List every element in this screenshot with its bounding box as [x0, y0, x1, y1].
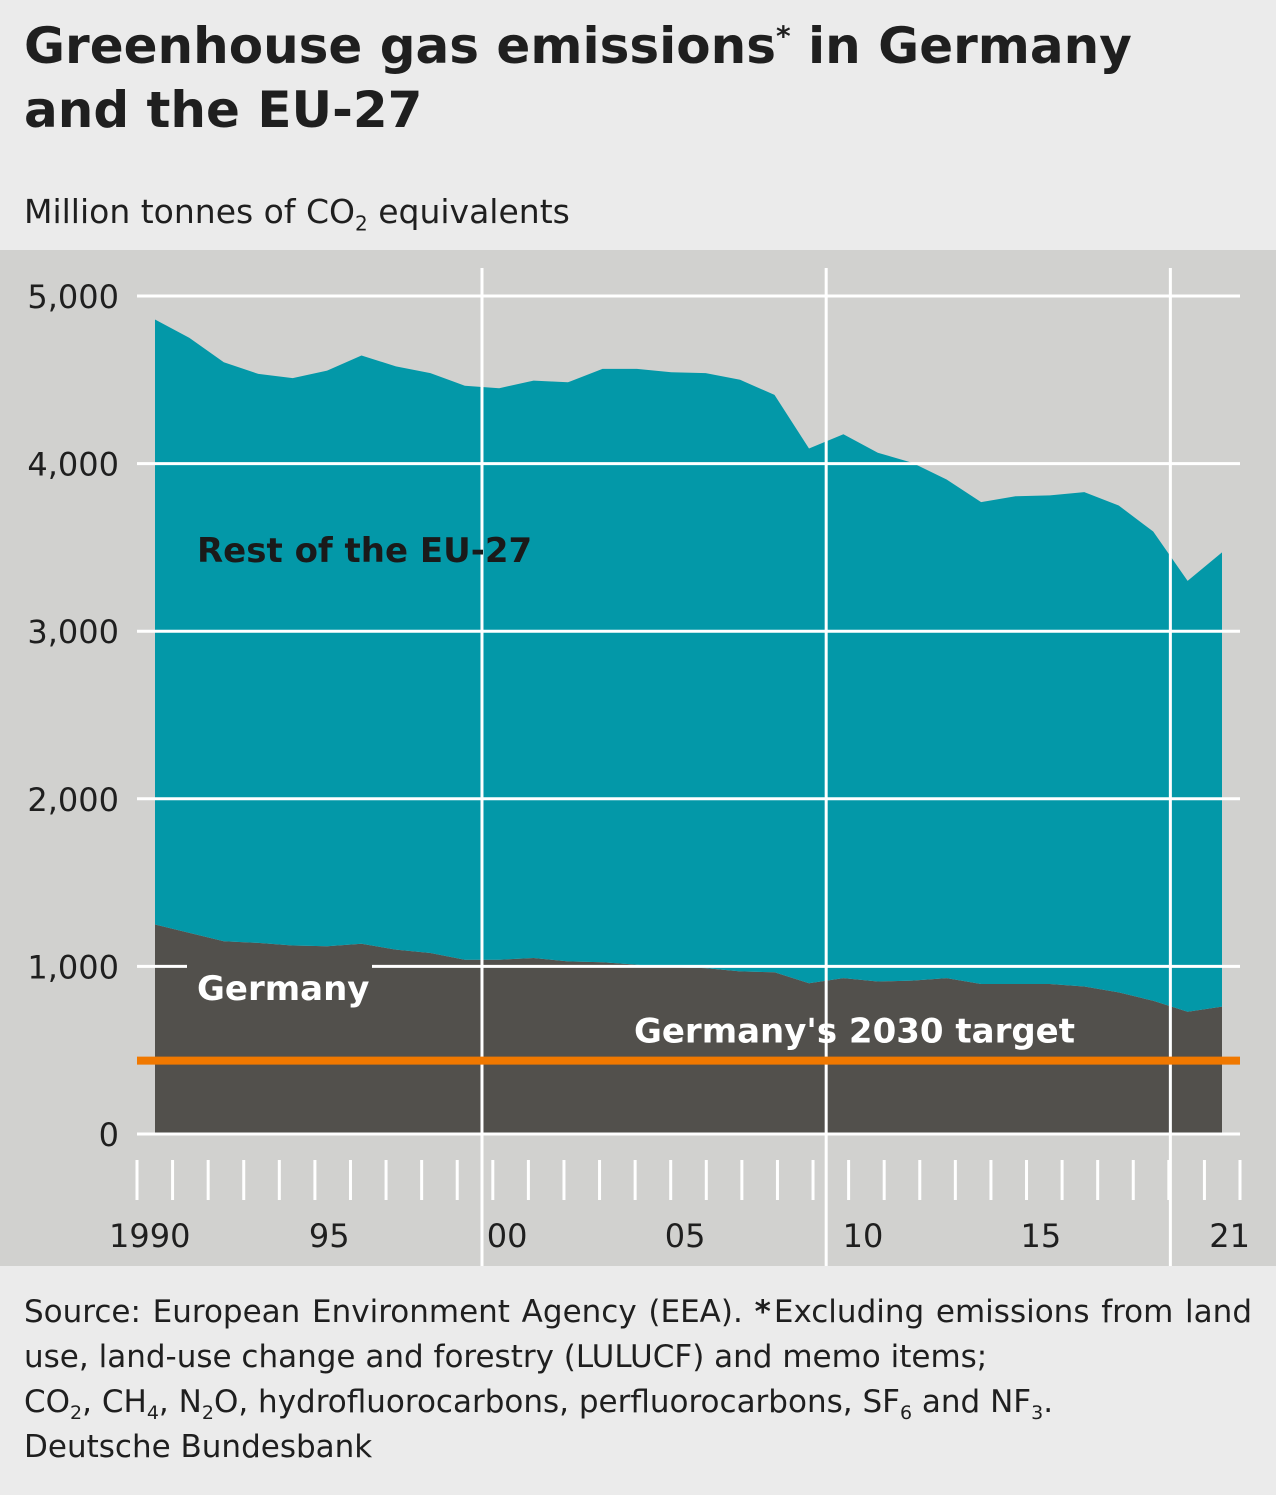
y-tick-label-4000: 4,000: [27, 446, 119, 484]
area-layer: [155, 319, 1222, 1134]
unit-label: Million tonnes of CO2 equivalents: [24, 190, 570, 234]
gas-nf-sub: 3: [1031, 1402, 1044, 1425]
area-rest-of-eu27: [155, 319, 1222, 1012]
y-tick-label-3000: 3,000: [27, 613, 119, 651]
source-label: Source: European Environment Agency (EEA…: [24, 1294, 743, 1330]
target-label: Germany's 2030 target: [634, 1012, 1075, 1052]
title-asterisk: *: [775, 19, 791, 53]
vertical-gridlines: [480, 268, 1172, 1266]
gas-and: and NF: [912, 1384, 1032, 1420]
x-tick-label-2005: 05: [665, 1217, 706, 1255]
gas-co-sub: 2: [70, 1402, 83, 1425]
y-tick-label-5000: 5,000: [27, 278, 119, 316]
x-tick-label-2000: 00: [487, 1217, 528, 1255]
unit-label-sub: 2: [355, 211, 368, 236]
x-tick-label-2015: 15: [1021, 1217, 1062, 1255]
gases-line: CO2, CH4, N2O, hydrofluorocarbons, perfl…: [24, 1384, 1054, 1425]
gas-rest: O, hydrofluorocarbons, perfluorocarbons,…: [213, 1384, 900, 1420]
x-tick-labels: 1990 95 00 05 10 15 21: [109, 1217, 1250, 1255]
y-tick-label-2000: 2,000: [27, 781, 119, 819]
note-text: Excluding emissions from land use, land-…: [24, 1294, 1252, 1375]
series-label-germany: Germany: [197, 969, 369, 1009]
series-label-layer: Rest of the EU-27 Germany: [197, 531, 532, 1009]
x-tick-label-1995: 95: [309, 1217, 350, 1255]
x-tick-marks: [135, 1160, 1242, 1200]
gas-co: CO: [24, 1384, 71, 1420]
gas-ch-sub: 4: [146, 1402, 159, 1425]
series-label-rest-of-eu27: Rest of the EU-27: [197, 531, 532, 571]
target-layer: Germany's 2030 target: [137, 1012, 1240, 1065]
gas-n-sub: 2: [201, 1402, 214, 1425]
source-note: Source: European Environment Agency (EEA…: [24, 1290, 1252, 1380]
x-tick-label-2010: 10: [843, 1217, 884, 1255]
publisher: Deutsche Bundesbank: [24, 1429, 373, 1465]
gas-sf-sub: 6: [899, 1402, 913, 1425]
y-tick-labels: 0 1,000 2,000 3,000 4,000 5,000: [27, 278, 119, 1154]
x-tick-label-2021: 21: [1209, 1217, 1250, 1255]
unit-label-text: Million tonnes of CO: [24, 192, 355, 231]
gas-n: N: [178, 1384, 202, 1420]
title-part1: Greenhouse gas emissions: [24, 17, 776, 75]
note-asterisk: *: [754, 1294, 771, 1330]
gas-ch: CH: [101, 1384, 147, 1420]
unit-label-suffix: equivalents: [367, 192, 570, 231]
area-germany: [155, 924, 1222, 1134]
footer: Source: European Environment Agency (EEA…: [24, 1290, 1252, 1470]
y-tick-label-1000: 1,000: [27, 948, 119, 986]
horizontal-gridlines: [137, 294, 1240, 1136]
y-tick-label-0: 0: [99, 1116, 119, 1154]
x-tick-label-1990: 1990: [109, 1217, 190, 1255]
title-part2: in Germany and the EU-27: [24, 17, 1132, 139]
chart-title: Greenhouse gas emissions* in Germany and…: [24, 14, 1244, 142]
chart-panel: 0 1,000 2,000 3,000 4,000 5,000 1990 95 00 05 10 1…: [0, 250, 1276, 1266]
